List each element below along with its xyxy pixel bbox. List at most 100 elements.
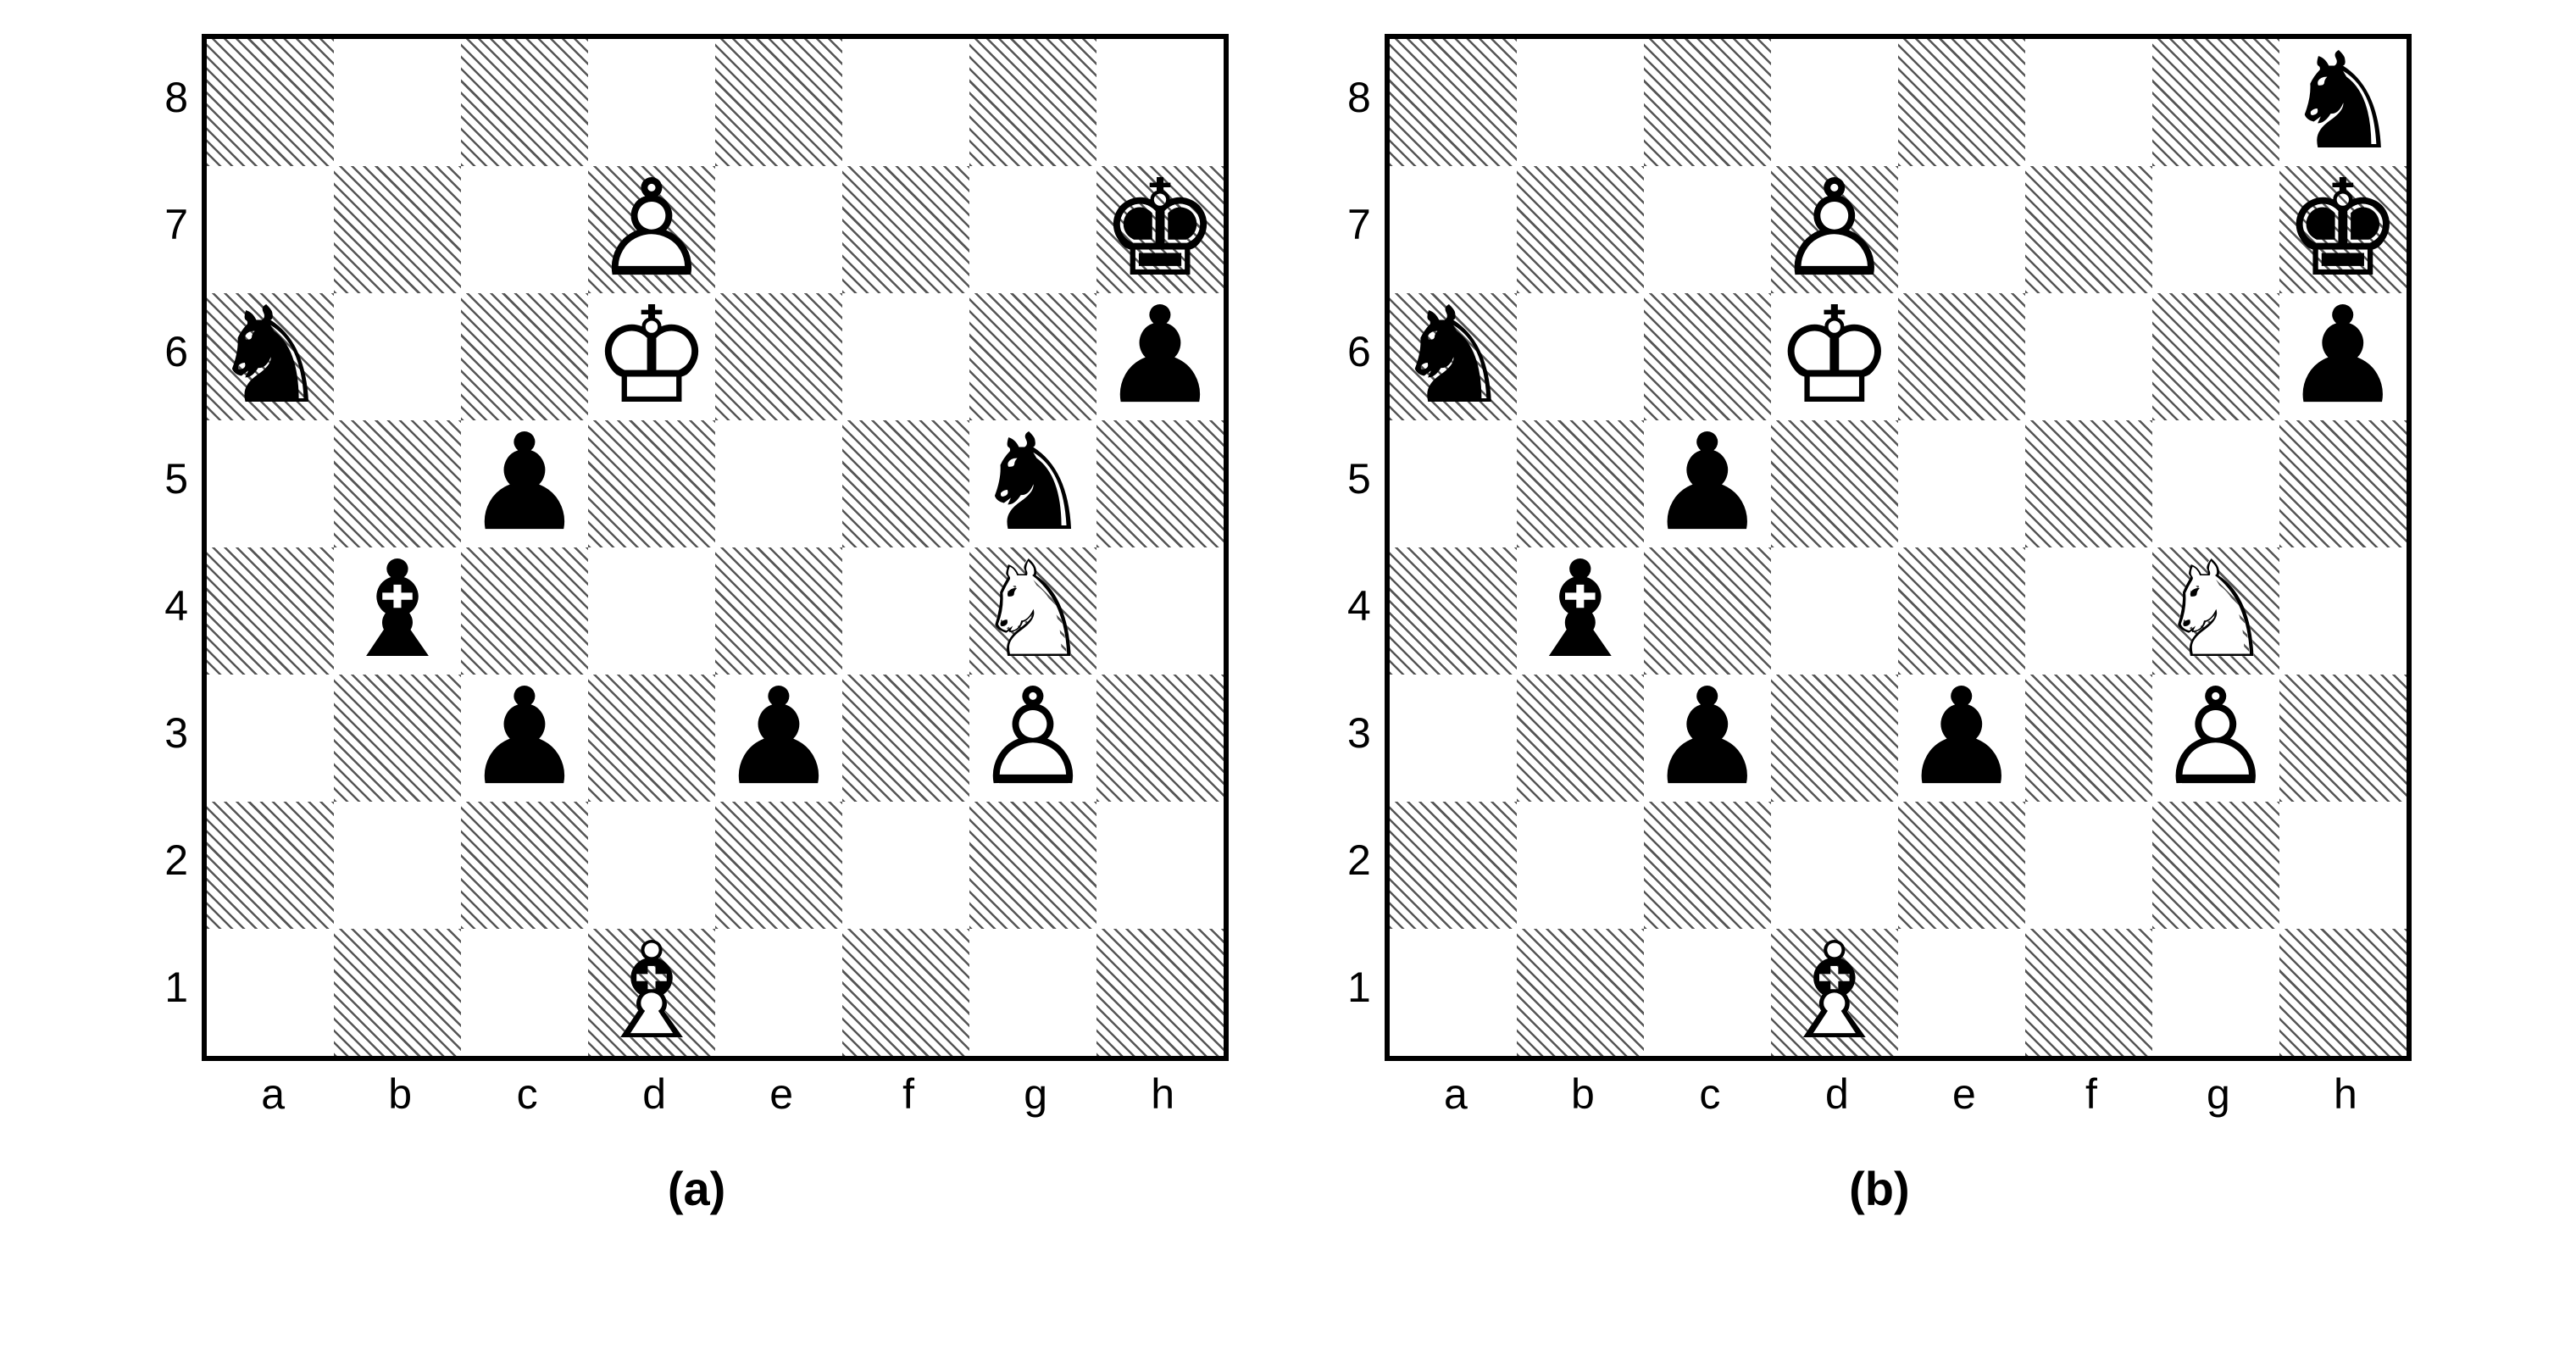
square-g3: ♙ [2152,675,2279,802]
piece-white-k: ♔ [1774,290,1894,424]
piece-black-n: ♞ [2283,36,2402,169]
square-e2 [715,802,842,929]
rank-label: 7 [164,161,193,288]
square-c3: ♟ [461,675,588,802]
square-b7 [334,166,461,293]
square-a1 [1390,929,1517,1056]
piece-white-n: ♘ [973,544,1092,678]
piece-black-b: ♝ [337,544,457,678]
square-g5: ♞ [969,420,1096,547]
square-f5 [842,420,969,547]
square-g4: ♘ [969,547,1096,675]
square-h3 [1096,675,1224,802]
square-c5: ♟ [1644,420,1771,547]
square-a5 [207,420,334,547]
file-label: g [972,1069,1099,1119]
square-e7 [1898,166,2025,293]
square-h5 [2279,420,2407,547]
square-b8 [334,39,461,166]
square-c3: ♟ [1644,675,1771,802]
square-f1 [2025,929,2152,1056]
square-e4 [715,547,842,675]
square-c8 [1644,39,1771,166]
square-d7: ♙ [1771,166,1898,293]
piece-black-p: ♟ [1647,417,1767,551]
square-b4: ♝ [334,547,461,675]
square-f3 [842,675,969,802]
rank-label: 2 [164,797,193,924]
square-h2 [1096,802,1224,929]
rank-label: 5 [1347,415,1376,542]
square-g7 [2152,166,2279,293]
square-f7 [2025,166,2152,293]
square-c4 [461,547,588,675]
rank-label: 2 [1347,797,1376,924]
piece-white-k: ♔ [591,290,711,424]
square-e1 [715,929,842,1056]
square-e6 [715,293,842,420]
piece-black-p: ♟ [1100,290,1219,424]
board-a-caption: (a) [668,1161,725,1216]
file-label: d [1774,1069,1901,1119]
square-h7: ♚ [2279,166,2407,293]
square-c7 [1644,166,1771,293]
square-b8 [1517,39,1644,166]
board-a-area: 8 7 6 5 4 3 2 1 ♙♚♞♔♟♟♞♝♘♟♟♙♗ [164,34,1229,1061]
square-e4 [1898,547,2025,675]
square-g8 [2152,39,2279,166]
square-c8 [461,39,588,166]
square-e2 [1898,802,2025,929]
square-g4: ♘ [2152,547,2279,675]
square-f1 [842,929,969,1056]
piece-white-p: ♙ [973,671,1092,805]
piece-black-p: ♟ [464,671,584,805]
square-h3 [2279,675,2407,802]
file-label: c [464,1069,591,1119]
chessboard-a: ♙♚♞♔♟♟♞♝♘♟♟♙♗ [202,34,1229,1061]
square-b4: ♝ [1517,547,1644,675]
file-label: b [336,1069,464,1119]
piece-black-k: ♚ [1100,163,1219,297]
square-c1 [1644,929,1771,1056]
board-b-wrap: 8 7 6 5 4 3 2 1 ♞♙♚♞♔♟♟♝♘♟♟♙♗ a b c d e … [1347,34,2412,1216]
piece-black-p: ♟ [719,671,838,805]
piece-black-p: ♟ [1901,671,2021,805]
file-label: g [2155,1069,2282,1119]
square-d6: ♔ [1771,293,1898,420]
rank-label: 7 [1347,161,1376,288]
square-a8 [1390,39,1517,166]
square-d5 [588,420,715,547]
square-f2 [2025,802,2152,929]
square-e3: ♟ [715,675,842,802]
square-d2 [1771,802,1898,929]
square-g2 [969,802,1096,929]
piece-black-b: ♝ [1520,544,1640,678]
square-d1: ♗ [1771,929,1898,1056]
square-f6 [842,293,969,420]
piece-white-b: ♗ [1774,925,1894,1059]
file-label: d [591,1069,718,1119]
square-e1 [1898,929,2025,1056]
square-b2 [334,802,461,929]
square-c4 [1644,547,1771,675]
rank-label: 4 [164,542,193,669]
file-label: c [1646,1069,1774,1119]
square-b1 [1517,929,1644,1056]
square-c1 [461,929,588,1056]
rank-label: 1 [1347,924,1376,1051]
board-a-wrap: 8 7 6 5 4 3 2 1 ♙♚♞♔♟♟♞♝♘♟♟♙♗ a b c d e … [164,34,1229,1216]
piece-black-p: ♟ [1647,671,1767,805]
square-f3 [2025,675,2152,802]
rank-label: 3 [1347,669,1376,797]
square-h8 [1096,39,1224,166]
rank-label: 4 [1347,542,1376,669]
square-b3 [334,675,461,802]
square-h1 [1096,929,1224,1056]
square-h2 [2279,802,2407,929]
piece-black-p: ♟ [2283,290,2402,424]
piece-black-p: ♟ [464,417,584,551]
square-e8 [1898,39,2025,166]
square-h4 [2279,547,2407,675]
file-label: e [718,1069,845,1119]
piece-white-p: ♙ [2156,671,2275,805]
